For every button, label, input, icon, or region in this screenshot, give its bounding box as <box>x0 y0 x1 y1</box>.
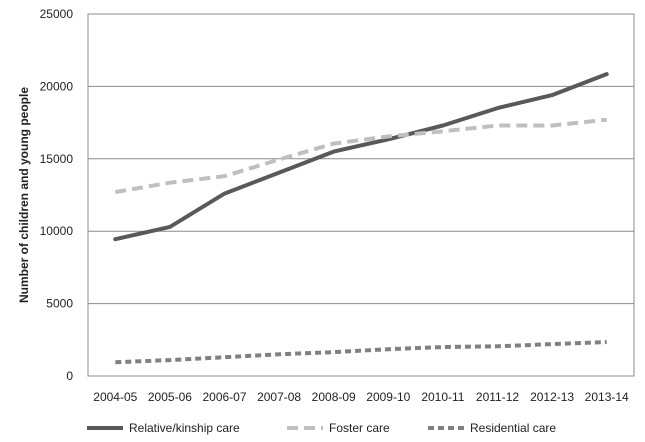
grid-lines <box>88 85 634 305</box>
x-tick-label: 2011-12 <box>476 390 519 404</box>
y-tick-label: 25000 <box>40 7 74 21</box>
legend-label-0: Relative/kinship care <box>129 421 240 435</box>
y-axis-tick-labels: 0 5000 10000 15000 20000 25000 <box>40 7 74 383</box>
x-tick-label: 2005-06 <box>148 390 192 404</box>
legend: Relative/kinship care Foster care Resident… <box>87 421 556 435</box>
x-tick-label: 2010-11 <box>421 390 464 404</box>
legend-label-1: Foster care <box>329 421 390 435</box>
y-tick-label: 20000 <box>40 79 74 93</box>
series-line-0 <box>113 72 609 242</box>
x-tick-label: 2012-13 <box>530 390 574 404</box>
y-tick-label: 5000 <box>46 297 73 311</box>
x-tick-label: 2008-09 <box>312 390 356 404</box>
legend-label-2: Residential care <box>470 421 556 435</box>
x-tick-label: 2004-05 <box>93 390 137 404</box>
x-tick-label: 2007-08 <box>257 390 301 404</box>
y-axis-title: Number of children and young people <box>17 87 31 303</box>
x-tick-label: 2006-07 <box>202 390 246 404</box>
x-tick-label: 2009-10 <box>366 390 410 404</box>
series-line-1 <box>114 117 607 195</box>
plot-area-frame <box>87 13 635 377</box>
y-tick-label: 15000 <box>40 152 74 166</box>
series-line-2 <box>115 340 607 365</box>
x-axis-tick-labels: 2004-05 2005-06 2006-07 2007-08 2008-09 2009-… <box>93 390 629 404</box>
y-tick-label: 0 <box>66 369 73 383</box>
series-lines <box>113 72 609 365</box>
y-tick-label: 10000 <box>40 224 74 238</box>
x-tick-label: 2013-14 <box>585 390 629 404</box>
